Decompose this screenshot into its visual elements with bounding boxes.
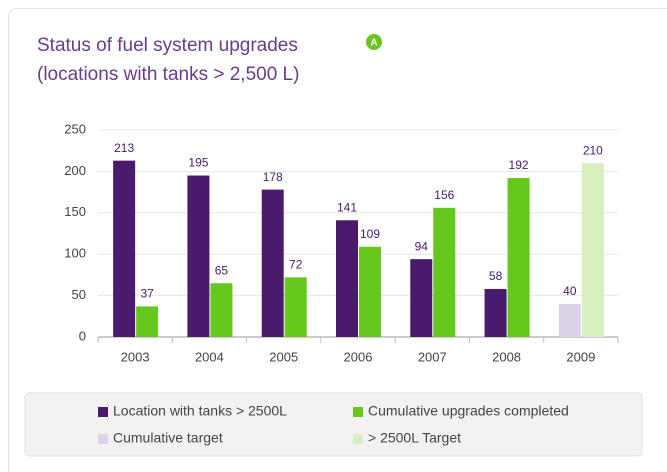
bar	[284, 277, 307, 337]
x-tick-label: 2006	[344, 349, 373, 364]
chart-title: Status of fuel system upgrades	[37, 35, 298, 56]
x-tick-label: 2008	[492, 349, 521, 364]
bar	[410, 259, 433, 337]
legend-label: Location with tanks > 2500L	[113, 403, 287, 419]
badge: A	[370, 38, 377, 49]
legend-box	[24, 392, 643, 457]
bar	[484, 288, 507, 337]
value-label: 141	[337, 200, 357, 214]
bar	[336, 220, 358, 337]
value-label: 192	[509, 158, 529, 172]
bar	[113, 160, 136, 337]
value-label: 213	[114, 141, 134, 155]
bar	[581, 163, 604, 337]
x-tick-label: 2007	[418, 349, 447, 364]
bar	[210, 283, 233, 337]
chart-subtitle: (locations with tanks > 2,500 L)	[37, 64, 299, 85]
y-tick-label: 250	[64, 121, 86, 136]
y-tick-label: 150	[64, 204, 86, 219]
value-label: 58	[489, 269, 503, 283]
value-label: 109	[360, 227, 380, 241]
x-tick-label: 2003	[121, 349, 150, 364]
value-label: 178	[263, 170, 283, 184]
value-label: 37	[140, 287, 154, 301]
y-tick-label: 0	[79, 328, 86, 343]
bar	[261, 189, 284, 337]
bar	[359, 246, 381, 337]
x-tick-label: 2005	[269, 349, 298, 364]
legend-label: Cumulative target	[113, 430, 223, 446]
value-label: 40	[563, 284, 577, 298]
y-tick-label: 100	[64, 246, 86, 261]
legend-swatch	[98, 407, 108, 417]
bar	[507, 178, 530, 337]
x-tick-label: 2004	[195, 349, 224, 364]
value-label: 156	[434, 188, 454, 202]
y-tick-label: 50	[72, 287, 86, 302]
bar	[433, 207, 456, 337]
value-label: 94	[415, 239, 429, 253]
legend-swatch	[98, 434, 108, 444]
badge-circle	[366, 34, 382, 50]
y-tick-label: 200	[64, 163, 86, 178]
value-label: 65	[215, 263, 229, 277]
legend-swatch	[353, 407, 363, 417]
bar	[558, 303, 581, 337]
value-label: 72	[289, 258, 303, 272]
legend-swatch	[353, 434, 363, 444]
x-tick-label: 2009	[566, 349, 595, 364]
value-label: 210	[583, 143, 603, 157]
bar	[187, 175, 210, 337]
legend-label: Cumulative upgrades completed	[368, 403, 569, 419]
bar	[136, 306, 159, 337]
legend-label: > 2500L Target	[368, 430, 461, 446]
value-label: 195	[188, 156, 208, 170]
